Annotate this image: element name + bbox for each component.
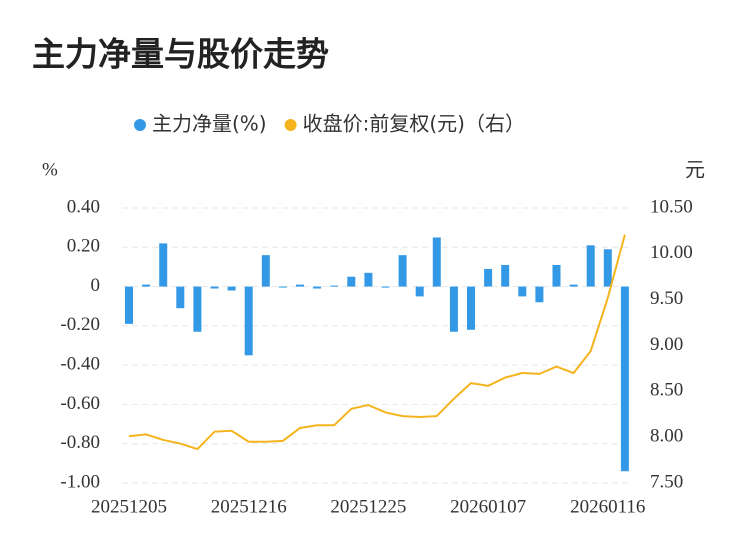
bar bbox=[193, 286, 202, 332]
x-tick-label: 20260107 bbox=[450, 496, 526, 517]
legend-marker bbox=[134, 119, 146, 131]
y2-tick-label: 8.50 bbox=[650, 380, 683, 401]
bar bbox=[569, 284, 578, 287]
x-tick-label: 20251205 bbox=[91, 496, 167, 517]
bar bbox=[227, 286, 236, 291]
y-tick-label: -0.40 bbox=[60, 354, 100, 375]
bar bbox=[518, 286, 527, 297]
y2-tick-label: 10.00 bbox=[650, 242, 693, 263]
legend-label: 主力净量(%) bbox=[152, 112, 267, 136]
bar bbox=[142, 284, 151, 287]
y2-tick-label: 9.50 bbox=[650, 288, 683, 309]
bar bbox=[501, 264, 510, 287]
bar bbox=[620, 286, 629, 472]
bar bbox=[449, 286, 458, 332]
bar bbox=[159, 243, 168, 287]
y2-tick-label: 9.00 bbox=[650, 334, 683, 355]
bar bbox=[296, 284, 304, 287]
bar bbox=[278, 286, 287, 288]
bar bbox=[535, 286, 544, 303]
y-tick-label: 0.40 bbox=[67, 196, 100, 217]
y-tick-label: -0.20 bbox=[60, 314, 100, 335]
bar bbox=[125, 286, 133, 324]
y-tick-label: 0.20 bbox=[67, 236, 100, 257]
bar bbox=[210, 286, 219, 289]
bar bbox=[484, 268, 493, 287]
bar bbox=[313, 286, 322, 289]
y2-tick-label: 8.00 bbox=[650, 426, 683, 447]
y-unit: % bbox=[42, 159, 58, 180]
x-tick-label: 20251216 bbox=[211, 496, 287, 517]
bar bbox=[381, 286, 390, 288]
bar bbox=[432, 237, 441, 287]
bar bbox=[586, 245, 595, 287]
bar bbox=[398, 255, 407, 287]
legend-marker bbox=[284, 119, 297, 131]
x-tick-label: 20251225 bbox=[330, 496, 406, 517]
bar bbox=[364, 272, 373, 287]
bar bbox=[467, 286, 475, 330]
bar bbox=[603, 249, 612, 287]
bar bbox=[244, 286, 253, 356]
chart-title: 主力净量与股价走势 bbox=[32, 35, 329, 74]
bar bbox=[552, 264, 561, 287]
bar bbox=[330, 285, 339, 287]
bar bbox=[415, 286, 424, 297]
price-line bbox=[128, 234, 626, 451]
y-tick-label: -0.80 bbox=[60, 432, 100, 453]
y-tick-label: -0.60 bbox=[60, 393, 100, 414]
legend-label: 收盘价:前复权(元)（右） bbox=[303, 112, 525, 136]
y-tick-label: 0 bbox=[91, 275, 101, 296]
y2-unit: 元 bbox=[685, 158, 705, 182]
bar bbox=[261, 255, 270, 287]
y-tick-label: -1.00 bbox=[60, 471, 100, 492]
y2-tick-label: 10.50 bbox=[650, 196, 693, 217]
bar bbox=[176, 286, 185, 309]
bar bbox=[347, 276, 356, 287]
y2-tick-label: 7.50 bbox=[650, 471, 683, 492]
x-tick-label: 20260116 bbox=[570, 496, 645, 517]
